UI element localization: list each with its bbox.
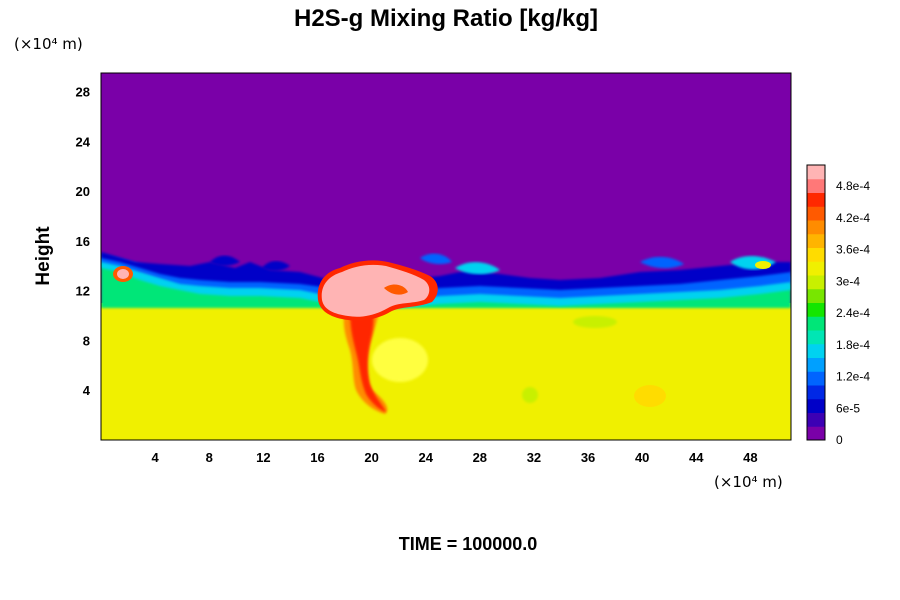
y-unit-label: (×10⁴ m) xyxy=(14,35,83,53)
heatmap-field xyxy=(101,73,791,440)
y-tick-label: 16 xyxy=(76,234,90,249)
plume-streak xyxy=(384,284,408,295)
wisp xyxy=(262,261,290,271)
wisp xyxy=(210,255,240,266)
x-tick-label: 40 xyxy=(635,450,649,465)
colorbar-swatch xyxy=(807,398,825,413)
x-tick-label: 24 xyxy=(418,450,433,465)
x-tick-label: 44 xyxy=(689,450,704,465)
y-tick-label: 28 xyxy=(76,85,90,100)
colorbar-swatch xyxy=(807,330,825,345)
x-tick-label: 28 xyxy=(473,450,487,465)
y-tick-label: 12 xyxy=(76,284,90,299)
y-tick-label: 20 xyxy=(76,184,90,199)
colorbar-tick-label: 4.8e-4 xyxy=(836,179,870,193)
colorbar-swatch xyxy=(807,302,825,317)
wisp-core xyxy=(755,261,771,269)
chart-title: H2S-g Mixing Ratio [kg/kg] xyxy=(294,5,598,32)
colorbar-tick-label: 1.8e-4 xyxy=(836,338,870,352)
plume-head-core xyxy=(321,264,430,317)
colorbar-swatch xyxy=(807,178,825,193)
colorbar-tick-label: 3e-4 xyxy=(836,274,860,288)
colorbar-swatch xyxy=(807,412,825,427)
y-axis-label: Height xyxy=(33,226,54,286)
plot-frame xyxy=(100,72,792,441)
wisp xyxy=(420,253,452,265)
colorbar-swatch xyxy=(807,426,825,441)
colorbar: 0 6e-5 1.2e-4 1.8e-4 2.4e-4 3e-4 3.6e-4 4.2e-4 4… xyxy=(806,164,870,447)
colorbar-swatch xyxy=(807,288,825,303)
y-tick-label: 4 xyxy=(83,383,91,398)
lower-feature xyxy=(573,316,617,328)
colorbar-tick-label: 2.4e-4 xyxy=(836,306,870,320)
x-tick-label: 8 xyxy=(206,450,213,465)
colorbar-swatch xyxy=(807,357,825,372)
colorbar-swatch xyxy=(807,247,825,262)
x-tick-label: 12 xyxy=(256,450,270,465)
time-label: TIME = 100000.0 xyxy=(399,534,538,554)
colorbar-swatch xyxy=(807,233,825,248)
colorbar-swatch xyxy=(807,220,825,235)
y-axis: 4 8 12 16 20 24 28 xyxy=(76,85,91,399)
lower-feature xyxy=(372,338,428,382)
colorbar-swatch xyxy=(807,275,825,290)
x-tick-label: 16 xyxy=(310,450,324,465)
x-tick-label: 20 xyxy=(364,450,378,465)
x-tick-label: 36 xyxy=(581,450,595,465)
colorbar-tick-label: 3.6e-4 xyxy=(836,243,870,257)
colorbar-swatch xyxy=(807,385,825,400)
colorbar-tick-label: 4.2e-4 xyxy=(836,211,870,225)
cyan-band xyxy=(101,258,791,310)
x-tick-label: 4 xyxy=(152,450,160,465)
x-axis: 4 8 12 16 20 24 28 32 36 40 44 48 xyxy=(152,450,758,465)
colorbar-tick-label: 1.2e-4 xyxy=(836,370,870,384)
lower-feature xyxy=(522,387,538,403)
wisp xyxy=(640,256,684,269)
colorbar-tick-label: 0 xyxy=(836,433,843,447)
colorbar-frame xyxy=(806,164,826,441)
y-tick-label: 8 xyxy=(83,333,90,348)
colorbar-swatch xyxy=(807,261,825,276)
colorbar-swatch xyxy=(807,343,825,358)
x-tick-label: 32 xyxy=(527,450,541,465)
lower-feature xyxy=(634,385,666,407)
colorbar-swatch xyxy=(807,192,825,207)
y-tick-label: 24 xyxy=(76,134,91,149)
plume-stem-core xyxy=(350,302,386,412)
colorbar-swatch xyxy=(807,206,825,221)
blue-band xyxy=(101,254,791,302)
wisp xyxy=(455,262,500,275)
x-tick-label: 48 xyxy=(743,450,757,465)
colorbar-swatch xyxy=(807,316,825,331)
colorbar-swatch xyxy=(807,371,825,386)
navy-band xyxy=(101,252,791,294)
x-unit-label: (×10⁴ m) xyxy=(714,473,783,491)
left-blob-core xyxy=(117,269,129,279)
colorbar-tick-label: 6e-5 xyxy=(836,401,860,415)
colorbar-swatch xyxy=(807,165,825,180)
